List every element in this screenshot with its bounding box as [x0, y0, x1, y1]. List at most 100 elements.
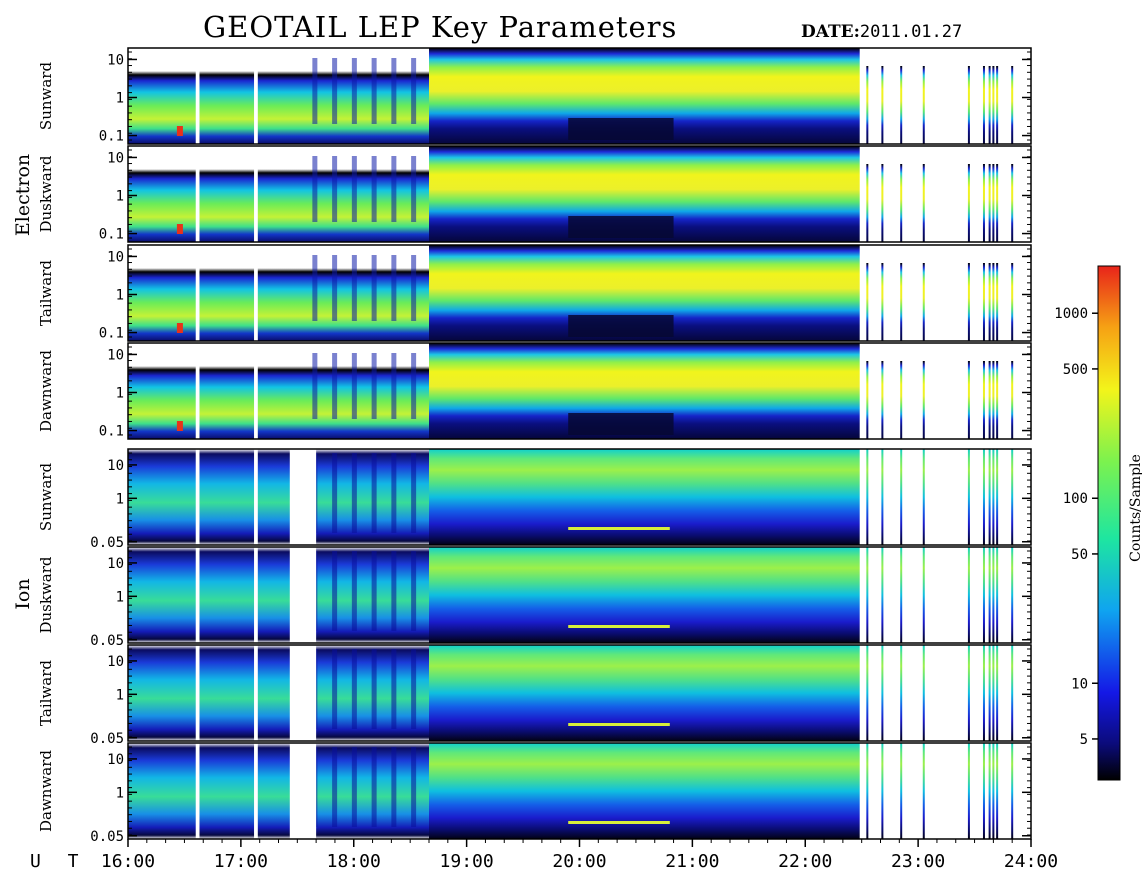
data-gap [1014, 245, 1031, 341]
data-gap [859, 645, 868, 741]
data-gap [1000, 449, 1013, 545]
y-tick-label: 1 [116, 386, 124, 402]
data-gap [927, 146, 969, 242]
data-gap [254, 48, 258, 144]
data-strip [988, 164, 991, 242]
data-gap [1000, 343, 1013, 439]
x-tick-label: 18:00 [327, 851, 381, 872]
data-gap [972, 547, 984, 643]
data-strip [881, 449, 884, 545]
oscillation-band [332, 649, 338, 729]
data-strip [982, 164, 985, 242]
panel-frame [127, 244, 1032, 342]
oscillation-band [351, 649, 357, 729]
data-strip [992, 164, 995, 242]
oscillation-band [411, 156, 417, 222]
oscillation-band [332, 156, 338, 222]
data-strip [988, 645, 991, 741]
date-label: DATE: [801, 22, 860, 42]
data-gap [927, 743, 969, 839]
data-gap [972, 245, 984, 341]
data-strip [1011, 743, 1014, 839]
oscillation-band [332, 551, 338, 631]
data-gap [886, 743, 902, 839]
data-strip [992, 66, 995, 144]
ion-low-energy-line [568, 527, 670, 530]
ion-low-energy-line [568, 625, 670, 628]
data-gap [904, 245, 924, 341]
colorbar-tick-label: 10 [1071, 676, 1088, 692]
data-strip [996, 449, 999, 545]
data-strip [900, 66, 903, 144]
data-strip [982, 547, 985, 643]
spectrogram-early [128, 743, 429, 839]
data-strip [922, 449, 925, 545]
direction-label: Duskward [37, 155, 55, 232]
spectrogram-main [429, 743, 860, 839]
data-gap [927, 343, 969, 439]
y-tick-label: 10 [107, 654, 124, 670]
data-strip [881, 66, 884, 144]
y-tick-label: 0.05 [90, 829, 124, 845]
x-tick-label: 17:00 [214, 851, 268, 872]
x-tick-label: 16:00 [101, 851, 155, 872]
data-gap [972, 343, 984, 439]
data-strip [900, 361, 903, 439]
oscillation-band [391, 255, 397, 321]
data-strip [866, 743, 869, 839]
data-gap [859, 48, 868, 144]
data-gap [878, 645, 883, 741]
data-strip [996, 547, 999, 643]
electron-hot-spot [176, 224, 183, 234]
data-strip [988, 361, 991, 439]
data-gap [195, 449, 200, 545]
data-strip [967, 645, 970, 741]
data-gap [886, 48, 902, 144]
spectrogram-early [128, 48, 429, 144]
spectrogram-main [429, 449, 860, 545]
data-strip [881, 361, 884, 439]
group-label-ion: Ion [12, 578, 34, 609]
x-tick-label: 22:00 [778, 851, 832, 872]
data-gap [904, 743, 924, 839]
data-gap [904, 48, 924, 144]
y-tick-label: 1 [116, 785, 124, 801]
x-tick-label: 24:00 [1004, 851, 1058, 872]
data-gap [195, 547, 200, 643]
y-tick-label: 0.05 [90, 535, 124, 551]
panel-frame [127, 342, 1032, 440]
oscillation-band [351, 353, 357, 419]
panel-frame [127, 644, 1032, 742]
data-strip [996, 263, 999, 341]
y-tick-label: 0.05 [90, 633, 124, 649]
y-tick-label: 1 [116, 491, 124, 507]
oscillation-band [411, 551, 417, 631]
data-gap [972, 645, 984, 741]
data-gap [1014, 449, 1031, 545]
data-gap [985, 245, 990, 341]
y-tick-label: 1 [116, 91, 124, 107]
oscillation-band [391, 649, 397, 729]
data-gap [254, 547, 258, 643]
data-strip [881, 645, 884, 741]
data-strip [982, 361, 985, 439]
data-gap [878, 449, 883, 545]
data-strip [900, 743, 903, 839]
data-strip [1011, 645, 1014, 741]
data-gap [878, 343, 883, 439]
data-gap [195, 245, 200, 341]
panel-frame [127, 546, 1032, 644]
x-tick-label: 20:00 [552, 851, 606, 872]
panel-ion-duskward: 10 1 0.05 Duskward [37, 546, 1032, 649]
y-tick-label: 10 [107, 249, 124, 265]
y-tick-label: 0.1 [99, 227, 124, 243]
oscillation-band [351, 551, 357, 631]
data-gap [878, 48, 883, 144]
electron-hot-spot [176, 126, 183, 136]
y-tick-label: 1 [116, 589, 124, 605]
y-tick-label: 10 [107, 752, 124, 768]
y-tick-label: 10 [107, 556, 124, 572]
data-gap [289, 743, 317, 839]
electron-dark-band [568, 315, 674, 337]
